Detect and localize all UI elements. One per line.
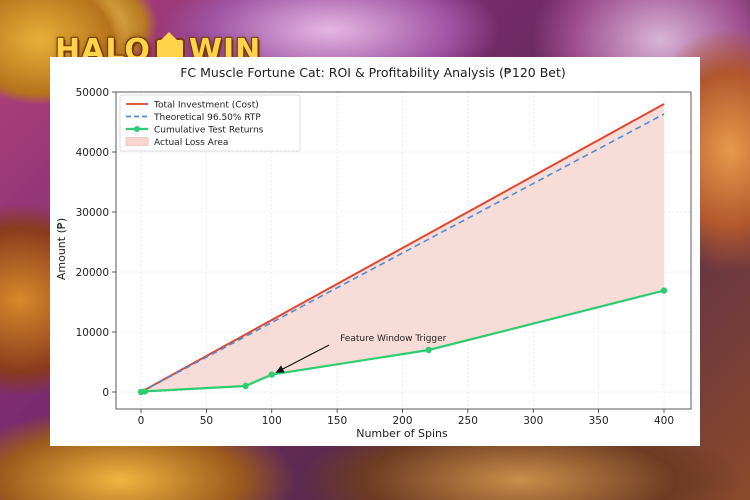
x-tick-label: 250 xyxy=(458,415,478,427)
x-tick-label: 150 xyxy=(327,415,347,427)
legend-box xyxy=(119,94,301,152)
chart-title: FC Muscle Fortune Cat: ROI & Profitabili… xyxy=(180,65,566,80)
y-tick-label: 40000 xyxy=(76,147,109,159)
chart-svg: FC Muscle Fortune Cat: ROI & Profitabili… xyxy=(55,65,692,440)
x-tick-label: 100 xyxy=(262,415,282,427)
returns-point xyxy=(268,371,275,378)
axes xyxy=(112,91,692,413)
x-tick-label: 400 xyxy=(654,415,674,427)
legend-label: Total Investment (Cost) xyxy=(153,100,259,110)
annotation-arrow-line xyxy=(275,344,330,374)
legend: Total Investment (Cost) Theoretical 96.50… xyxy=(119,94,301,152)
returns-point xyxy=(242,382,249,390)
annotation-arrow-head xyxy=(275,365,285,373)
plot-frame xyxy=(115,91,692,410)
legend-swatch-marker xyxy=(134,126,140,132)
annotation-label: Feature Window Trigger xyxy=(340,334,447,344)
annotation: Feature Window Trigger xyxy=(275,334,447,374)
chart-panel: FC Muscle Fortune Cat: ROI & Profitabili… xyxy=(50,57,700,446)
legend-swatch-fill xyxy=(125,137,149,146)
x-tick-label: 0 xyxy=(138,415,145,427)
x-tick-label: 50 xyxy=(200,415,213,427)
returns-point xyxy=(425,346,432,354)
x-tick-label: 300 xyxy=(523,415,543,427)
y-axis-label: Amount (₱) xyxy=(55,218,68,280)
x-tick-label: 350 xyxy=(589,415,609,427)
series-lines xyxy=(137,103,668,396)
x-axis-label: Number of Spins xyxy=(356,427,448,440)
y-tick-label: 30000 xyxy=(76,207,109,219)
legend-label: Theoretical 96.50% RTP xyxy=(153,113,261,123)
tick-labels: 0 50 100 150 200 250 300 350 400 0 10000 20000 30000… xyxy=(76,87,674,427)
rtp-line xyxy=(140,113,665,393)
investment-line xyxy=(140,103,665,393)
returns-point xyxy=(141,388,149,395)
x-tick-label: 200 xyxy=(392,415,412,427)
y-tick-label: 20000 xyxy=(76,267,109,279)
y-tick-label: 0 xyxy=(102,387,109,399)
returns-point xyxy=(660,287,668,294)
legend-label: Actual Loss Area xyxy=(154,138,228,148)
y-tick-label: 10000 xyxy=(76,327,109,339)
y-tick-label: 50000 xyxy=(76,87,109,99)
legend-label: Cumulative Test Returns xyxy=(154,125,264,135)
